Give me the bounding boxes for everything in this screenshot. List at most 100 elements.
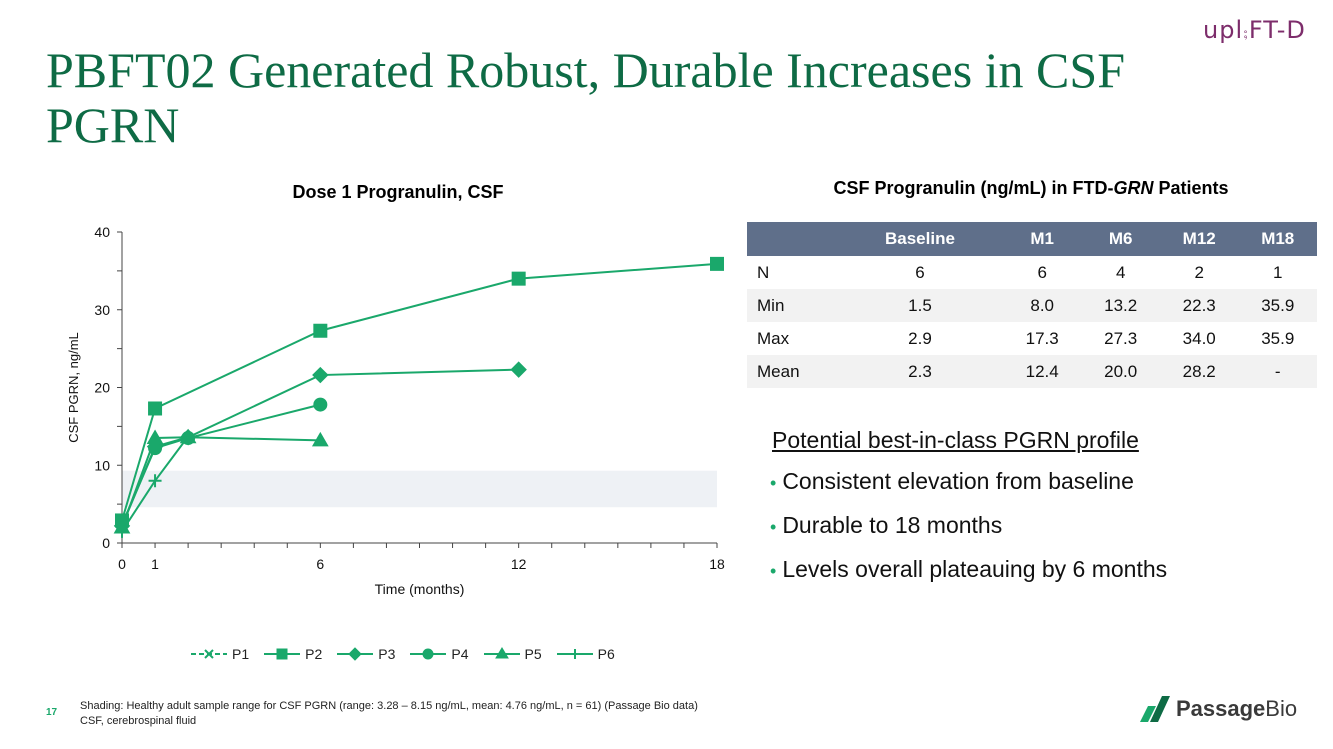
y-tick-label: 10 bbox=[94, 457, 110, 473]
series-p5-line bbox=[121, 436, 321, 528]
passage-logo-bold: Passage bbox=[1176, 696, 1266, 721]
chart-legend: P1 P2 P3 P4 P5 P6 bbox=[190, 646, 615, 662]
table-cell: 35.9 bbox=[1261, 328, 1295, 348]
bullet-item: • Consistent elevation from baseline bbox=[770, 468, 1167, 512]
series-p6-point bbox=[148, 474, 162, 488]
passage-bio-logo: PassageBio bbox=[1140, 696, 1297, 722]
legend-item-p3: P3 bbox=[336, 646, 395, 662]
table-row: Min 1.5 8.0 13.2 22.3 35.9 bbox=[747, 289, 1317, 322]
y-tick-label: 20 bbox=[94, 380, 110, 396]
chart-title: Dose 1 Progranulin, CSF bbox=[292, 182, 504, 202]
table-row: Max 2.9 17.3 27.3 34.0 35.9 bbox=[747, 322, 1317, 355]
bullet-item: • Durable to 18 months bbox=[770, 512, 1167, 556]
table-title-suffix: Patients bbox=[1153, 178, 1229, 198]
legend-p4-marker-icon bbox=[410, 648, 447, 660]
legend-item-p1: P1 bbox=[190, 646, 249, 662]
footnote-abbrev: CSF, cerebrospinal fluid bbox=[80, 715, 197, 727]
table-cell: 28.2 bbox=[1159, 355, 1239, 388]
bullet-dot-icon: • bbox=[770, 517, 777, 537]
progranulin-table: Baseline M1 M6 M12 M18 N 6 6 4 2 1 Min 1.5 8.0 13.2 22… bbox=[747, 222, 1317, 388]
bullet-text: Durable to 18 months bbox=[782, 512, 1003, 538]
line-chart: 0 10 20 30 40 0 1 6 12 18 CSF PGRN, ng/mL Time (m… bbox=[66, 224, 725, 597]
legend-p1-symbol bbox=[204, 649, 214, 659]
legend-p6-symbol bbox=[569, 649, 580, 659]
series-p4-line bbox=[121, 403, 321, 525]
series-p6-point bbox=[115, 524, 129, 538]
series-p5-point bbox=[311, 431, 329, 447]
table-cell: 2 bbox=[1194, 262, 1204, 282]
legend-p5-symbol bbox=[494, 647, 509, 659]
series-p3-point bbox=[510, 361, 527, 378]
table-title-prefix: CSF Progranulin (ng/mL) in FTD- bbox=[833, 178, 1114, 198]
legend-label: P3 bbox=[378, 646, 396, 662]
x-axis-label: Time (months) bbox=[375, 581, 465, 597]
legend-p5-marker-icon bbox=[483, 647, 520, 659]
table-row: N 6 6 4 2 1 bbox=[747, 256, 1317, 289]
legend-p3-marker-icon bbox=[337, 647, 374, 661]
table-header-blank bbox=[747, 222, 837, 256]
table-cell: 13.2 bbox=[1081, 289, 1160, 322]
series-p5-point bbox=[146, 429, 164, 445]
series-p2-point bbox=[710, 256, 724, 271]
y-tick-label: 40 bbox=[94, 224, 110, 240]
table-header-row: Baseline M1 M6 M12 M18 bbox=[747, 222, 1317, 256]
y-tick-label: 30 bbox=[94, 302, 110, 318]
series-p2-point bbox=[148, 401, 163, 416]
table-cell: - bbox=[1238, 355, 1317, 388]
table-row-label: Mean bbox=[747, 355, 837, 388]
table-cell: 6 bbox=[915, 262, 925, 282]
table-cell: 35.9 bbox=[1238, 289, 1317, 322]
series-p2-point bbox=[511, 271, 526, 286]
table-cell: 1 bbox=[1273, 262, 1283, 282]
table-cell: 1.5 bbox=[837, 289, 1003, 322]
legend-item-p2: P2 bbox=[263, 646, 322, 662]
legend-label: P2 bbox=[305, 646, 323, 662]
footnote-shading: Shading: Healthy adult sample range for … bbox=[80, 700, 698, 712]
legend-item-p4: P4 bbox=[409, 646, 469, 662]
table-title-italic: GRN bbox=[1113, 178, 1154, 198]
legend-label: P4 bbox=[451, 646, 469, 662]
uplift-fd-logo: upl⨾FT-D bbox=[1203, 16, 1306, 44]
legend-p1-marker-icon bbox=[191, 649, 227, 659]
table-header-cell: Baseline bbox=[837, 222, 1003, 256]
table-title: CSF Progranulin (ng/mL) in FTD-GRN Patie… bbox=[747, 178, 1315, 199]
table-cell: 12.4 bbox=[1002, 355, 1082, 388]
table-row-label: N bbox=[757, 262, 770, 282]
legend-item-p5: P5 bbox=[483, 646, 542, 662]
x-tick-label: 1 bbox=[151, 556, 159, 572]
slide-title: PBFT02 Generated Robust, Durable Increas… bbox=[46, 42, 1126, 153]
legend-p2-symbol bbox=[276, 648, 288, 660]
series-p3-point bbox=[312, 366, 329, 384]
bullet-item: • Levels overall plateauing by 6 months bbox=[770, 556, 1167, 600]
table-cell: 2.3 bbox=[837, 355, 1003, 388]
x-tick-label: 18 bbox=[709, 556, 725, 572]
legend-p6-marker-icon bbox=[556, 649, 593, 659]
x-tick-label: 0 bbox=[118, 556, 126, 572]
series-p4-point bbox=[313, 397, 328, 412]
table-cell: 8.0 bbox=[1002, 289, 1082, 322]
legend-item-p6: P6 bbox=[556, 646, 615, 662]
table-cell: 22.3 bbox=[1159, 289, 1239, 322]
x-tick-label: 6 bbox=[316, 556, 324, 572]
table-cell: 6 bbox=[1037, 262, 1047, 282]
footnote: Shading: Healthy adult sample range for … bbox=[80, 699, 698, 729]
page-number: 17 bbox=[46, 707, 58, 718]
legend-label: P6 bbox=[597, 646, 615, 662]
table-cell: 20.0 bbox=[1081, 355, 1160, 388]
bullet-text: Consistent elevation from baseline bbox=[782, 468, 1134, 494]
table-header-cell: M12 bbox=[1159, 222, 1239, 256]
profile-bullets: • Consistent elevation from baseline • Dur… bbox=[770, 468, 1167, 600]
y-axis-label: CSF PGRN, ng/mL bbox=[66, 332, 81, 443]
table-cell: 4 bbox=[1115, 262, 1126, 282]
table-row: Mean 2.3 12.4 20.0 28.2- bbox=[747, 355, 1317, 388]
table-row-label: Min bbox=[747, 289, 837, 322]
legend-p2-marker-icon bbox=[264, 648, 301, 660]
bullet-dot-icon: • bbox=[770, 561, 777, 581]
legend-label: P1 bbox=[232, 646, 250, 662]
table-cell: 27.3 bbox=[1104, 328, 1138, 348]
table-cell: 17.3 bbox=[1025, 328, 1059, 348]
table-header-cell: M6 bbox=[1081, 222, 1160, 256]
table-cell: 34.0 bbox=[1182, 328, 1216, 348]
table-header-cell: M1 bbox=[1002, 222, 1082, 256]
x-tick-label: 12 bbox=[511, 556, 527, 572]
